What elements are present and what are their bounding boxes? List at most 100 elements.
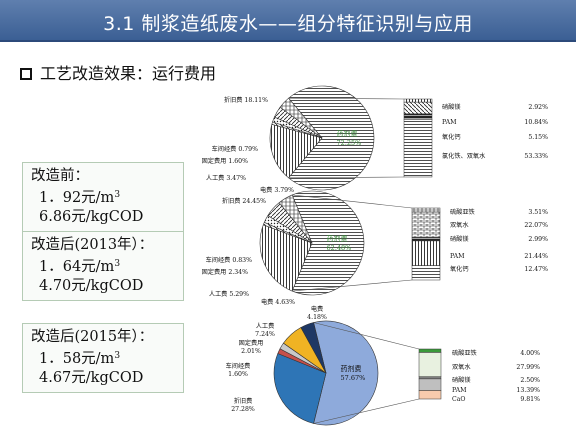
cost-per-cod: 6.86元/kgCOD bbox=[39, 209, 144, 225]
breakdown-label: 2.50% bbox=[520, 377, 540, 384]
breakdown-bar-segment bbox=[403, 98, 433, 103]
breakdown-label: 硫酸亚铁 bbox=[450, 208, 475, 216]
slice-label: 电费 3.79% bbox=[260, 186, 294, 194]
breakdown-label: 氯化铁、双氧水 bbox=[442, 152, 486, 160]
slice-label: 车间经费 0.79% bbox=[212, 145, 258, 153]
breakdown-label: 13.39% bbox=[516, 387, 540, 394]
breakdown-label: 9.81% bbox=[520, 396, 540, 403]
breakdown-label: 5.15% bbox=[528, 134, 548, 141]
slice-label: 人工费 bbox=[256, 322, 275, 330]
breakdown-bar-segment bbox=[418, 390, 442, 400]
section-heading-text: 工艺改造效果：运行费用 bbox=[40, 64, 217, 83]
breakdown-label: 硝酸镁 bbox=[452, 376, 471, 384]
slice-label: 固定费用 2.34% bbox=[202, 268, 248, 276]
slice-label: 人工费 3.47% bbox=[206, 174, 246, 182]
cost-box-before: 改造前： 1．92元/m3 6.86元/kgCOD bbox=[22, 162, 184, 232]
slice-label: 药剂费 bbox=[327, 234, 348, 243]
pie-slice bbox=[273, 353, 327, 424]
pie-slice bbox=[279, 97, 323, 139]
breakdown-label: 3.51% bbox=[528, 209, 548, 216]
square-bullet-icon bbox=[20, 68, 32, 80]
pie-slice bbox=[291, 190, 365, 296]
breakdown-label: 双氧水 bbox=[452, 363, 471, 371]
breakdown-label: 12.47% bbox=[524, 266, 548, 273]
cost-box-2015: 改造后(2015年）： 1．58元/m3 4.67元/kgCOD bbox=[22, 323, 184, 393]
connector-line bbox=[292, 279, 413, 292]
cost-per-m3: 1．92元/m3 bbox=[39, 190, 121, 206]
box-title: 改造后(2015年）： bbox=[31, 329, 154, 345]
breakdown-bar-segment bbox=[403, 101, 433, 115]
breakdown-label: PAM bbox=[442, 119, 457, 126]
breakdown-label: 硝酸镁 bbox=[450, 235, 469, 243]
breakdown-label: 53.33% bbox=[524, 153, 548, 160]
breakdown-label: CaO bbox=[452, 396, 466, 403]
slice-label: 药剂费 bbox=[337, 129, 358, 138]
breakdown-label: 22.07% bbox=[524, 222, 548, 229]
breakdown-label: 氧化钙 bbox=[450, 265, 469, 273]
slice-label: 电费 4.63% bbox=[261, 298, 295, 306]
slice-label: 2.01% bbox=[241, 348, 261, 355]
slice-label: 57.67% bbox=[341, 374, 366, 382]
pie-slice bbox=[313, 320, 379, 426]
breakdown-bar-segment bbox=[411, 207, 441, 213]
breakdown-label: 双氧水 bbox=[450, 221, 469, 229]
slice-label: 62.48% bbox=[327, 244, 352, 252]
breakdown-bar-segment bbox=[418, 376, 442, 380]
section-heading: 工艺改造效果：运行费用 bbox=[20, 60, 216, 84]
breakdown-label: PAM bbox=[450, 253, 465, 260]
slice-label: 1.60% bbox=[228, 371, 248, 378]
box-title: 改造前： bbox=[31, 168, 89, 184]
connector-line bbox=[313, 398, 420, 424]
pie-slice bbox=[278, 194, 313, 244]
connector-line bbox=[288, 97, 405, 100]
pie-slice bbox=[259, 224, 313, 292]
slice-label: 车间经费 0.83% bbox=[206, 256, 252, 264]
slice-label: 电费 bbox=[311, 305, 323, 313]
box-title: 改造后(2013年）： bbox=[31, 237, 154, 253]
breakdown-label: 21.44% bbox=[524, 253, 548, 260]
breakdown-label: 10.84% bbox=[524, 119, 548, 126]
cost-per-cod: 4.70元/kgCOD bbox=[39, 278, 144, 294]
cost-per-m3: 1．58元/m3 bbox=[39, 351, 121, 367]
cost-per-cod: 4.67元/kgCOD bbox=[39, 370, 144, 386]
slice-label: 72.25% bbox=[337, 139, 362, 147]
breakdown-bar-segment bbox=[418, 378, 442, 391]
breakdown-bar-segment bbox=[411, 265, 441, 281]
breakdown-label: 硝酸镁 bbox=[442, 103, 461, 111]
breakdown-bar-segment bbox=[403, 119, 433, 178]
slice-label: 固定费用 1.60% bbox=[202, 157, 248, 165]
breakdown-bar-segment bbox=[411, 237, 441, 242]
cost-per-m3: 1．64元/m3 bbox=[39, 259, 121, 275]
breakdown-label: 2.92% bbox=[528, 104, 548, 111]
breakdown-label: 27.99% bbox=[516, 364, 540, 371]
slice-label: 车间经费 bbox=[226, 362, 251, 370]
cost-box-2013: 改造后(2013年）： 1．64元/m3 4.70元/kgCOD bbox=[22, 231, 184, 301]
connector-line bbox=[288, 176, 405, 179]
title-bar: 3.1 制浆造纸废水——组分特征识别与应用 bbox=[0, 0, 576, 42]
connector-line bbox=[292, 194, 413, 209]
breakdown-label: 氧化钙 bbox=[442, 133, 461, 141]
slice-label: 7.24% bbox=[255, 331, 275, 338]
breakdown-label: 4.00% bbox=[520, 350, 540, 357]
slice-label: 药剂费 bbox=[341, 364, 362, 373]
breakdown-label: PAM bbox=[452, 387, 467, 394]
breakdown-label: 2.99% bbox=[528, 236, 548, 243]
pie-slice bbox=[300, 322, 327, 374]
pie-slice bbox=[269, 123, 323, 179]
breakdown-bar-segment bbox=[418, 348, 442, 353]
slice-label: 折旧费 18.11% bbox=[224, 96, 268, 104]
slice-label: 4.18% bbox=[307, 314, 327, 321]
slice-label: 固定费用 bbox=[239, 339, 264, 347]
slice-label: 折旧费 24.45% bbox=[222, 197, 266, 205]
connector-line bbox=[313, 322, 420, 350]
breakdown-bar-segment bbox=[411, 240, 441, 266]
breakdown-bar-segment bbox=[403, 113, 433, 120]
breakdown-bar-segment bbox=[418, 352, 442, 377]
slice-label: 人工费 5.29% bbox=[209, 290, 249, 298]
slice-label: 折旧费 bbox=[234, 397, 253, 405]
pie-slice bbox=[288, 85, 375, 191]
